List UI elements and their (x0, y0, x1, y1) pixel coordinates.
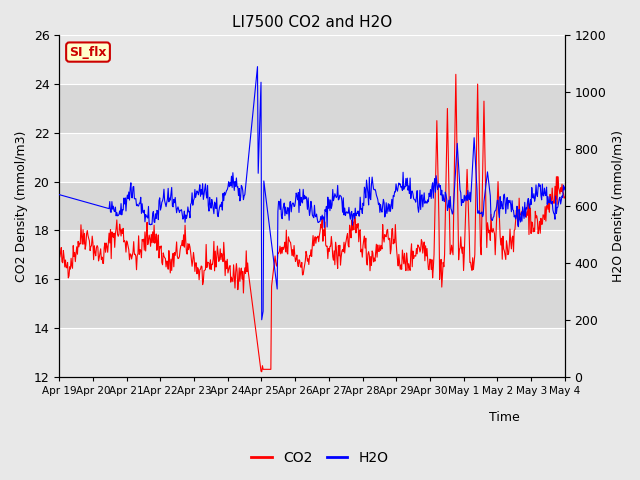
Bar (59, 230, 565, 279)
Bar (59, 279, 565, 328)
Y-axis label: CO2 Density (mmol/m3): CO2 Density (mmol/m3) (15, 130, 28, 282)
Bar (59, 133, 565, 181)
Bar (59, 181, 565, 230)
Bar (59, 36, 565, 84)
Y-axis label: H2O Density (mmol/m3): H2O Density (mmol/m3) (612, 130, 625, 282)
Title: LI7500 CO2 and H2O: LI7500 CO2 and H2O (232, 15, 392, 30)
Bar (59, 84, 565, 133)
X-axis label: Time: Time (489, 411, 520, 424)
Legend: CO2, H2O: CO2, H2O (246, 445, 394, 471)
Text: SI_flx: SI_flx (69, 46, 107, 59)
Bar (59, 328, 565, 377)
